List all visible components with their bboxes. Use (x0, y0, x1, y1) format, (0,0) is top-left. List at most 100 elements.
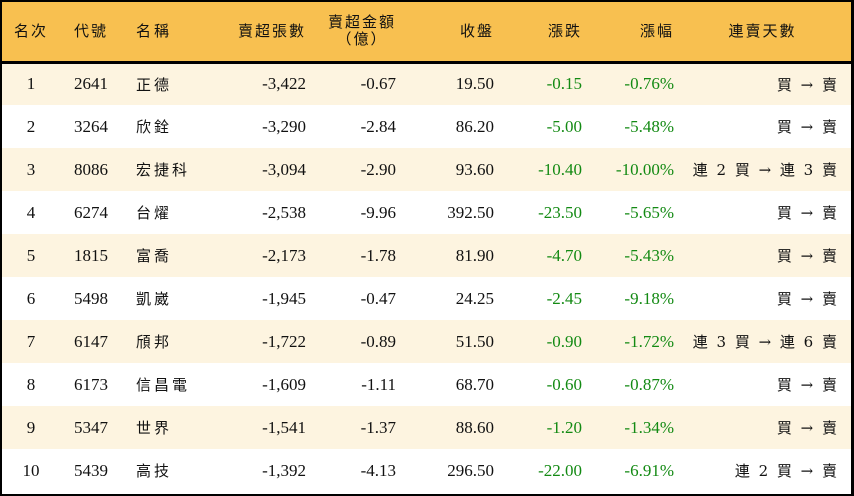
cell-change: -0.60 (546, 374, 582, 394)
table-row: 5 1815 富喬 -2,173 -1.78 81.90 -4.70 -5.43… (2, 234, 851, 277)
cell-code: 6274 (74, 202, 108, 222)
cell-name: 欣銓 (136, 118, 173, 136)
cell-close: 88.60 (455, 417, 494, 437)
cell-streak: 連 3 買 → 連 6 賣 (692, 333, 839, 351)
cell-code: 2641 (74, 74, 108, 94)
cell-streak: 買 → 賣 (776, 75, 839, 94)
cell-net-sell-volume: -2,173 (262, 245, 306, 265)
table-row: 4 6274 台燿 -2,538 -9.96 392.50 -23.50 -5.… (2, 191, 851, 234)
cell-change-pct: -1.34% (624, 417, 674, 437)
cell-change: -23.50 (538, 202, 582, 222)
header-code: 代號 (74, 21, 109, 40)
cell-code: 5498 (74, 288, 108, 308)
cell-net-sell-volume: -3,290 (262, 116, 306, 136)
header-close: 收盤 (459, 21, 494, 40)
cell-close: 81.90 (455, 245, 494, 265)
cell-code: 3264 (74, 116, 108, 136)
cell-change: -2.45 (546, 288, 582, 308)
cell-name: 高技 (136, 462, 173, 480)
header-rank: 名次 (13, 21, 48, 40)
table-body: 1 2641 正德 -3,422 -0.67 19.50 -0.15 -0.76… (2, 62, 851, 492)
cell-code: 6147 (74, 331, 108, 351)
cell-net-sell-volume: -2,538 (262, 202, 306, 222)
cell-close: 68.70 (455, 374, 494, 394)
cell-name: 凱崴 (136, 290, 173, 308)
cell-code: 5347 (74, 417, 108, 437)
cell-net-sell-volume: -3,422 (262, 74, 306, 94)
cell-streak: 買 → 賣 (776, 290, 839, 308)
cell-net-sell-amount: -1.11 (361, 374, 396, 394)
cell-name: 信昌電 (136, 376, 191, 394)
header-net-sell-amount: 賣超金額 （億） (306, 2, 396, 62)
cell-rank: 2 (26, 116, 36, 136)
cell-streak: 買 → 賣 (776, 247, 839, 265)
cell-name: 頎邦 (136, 333, 173, 351)
cell-change-pct: -5.48% (624, 116, 674, 136)
header-net-sell-amount-line2: （億） (336, 30, 388, 49)
cell-streak: 連 2 買 → 賣 (734, 462, 839, 480)
header-net-sell-volume: 賣超張數 (237, 21, 306, 40)
header-name: 名稱 (136, 21, 173, 40)
cell-change-pct: -5.65% (624, 202, 674, 222)
cell-change: -5.00 (546, 116, 582, 136)
cell-close: 392.50 (447, 202, 494, 222)
cell-net-sell-volume: -1,392 (262, 460, 306, 480)
header-net-sell-amount-line1: 賣超金額 (327, 13, 396, 32)
header-streak-days: 連賣天數 (728, 21, 797, 40)
cell-change-pct: -6.91% (624, 460, 674, 480)
cell-code: 8086 (74, 159, 108, 179)
cell-name: 世界 (136, 419, 173, 437)
table-row: 2 3264 欣銓 -3,290 -2.84 86.20 -5.00 -5.48… (2, 105, 851, 148)
cell-close: 24.25 (455, 288, 494, 308)
cell-net-sell-volume: -1,945 (262, 288, 306, 308)
cell-name: 富喬 (136, 247, 173, 265)
cell-rank: 1 (26, 74, 36, 94)
cell-change-pct: -0.87% (624, 374, 674, 394)
cell-change: -0.15 (546, 74, 582, 94)
header-change: 漲跌 (547, 21, 582, 40)
cell-net-sell-amount: -0.89 (360, 331, 396, 351)
cell-change: -4.70 (546, 245, 582, 265)
cell-change: -1.20 (546, 417, 582, 437)
cell-rank: 3 (26, 159, 36, 179)
cell-net-sell-volume: -1,541 (262, 417, 306, 437)
cell-streak: 買 → 賣 (776, 419, 839, 437)
cell-net-sell-volume: -3,094 (262, 159, 306, 179)
cell-net-sell-amount: -2.84 (360, 116, 396, 136)
cell-change-pct: -1.72% (624, 331, 674, 351)
cell-net-sell-amount: -0.67 (360, 74, 396, 94)
cell-close: 19.50 (455, 74, 494, 94)
cell-streak: 買 → 賣 (776, 118, 839, 136)
cell-change-pct: -5.43% (624, 245, 674, 265)
cell-rank: 8 (26, 374, 36, 394)
cell-net-sell-amount: -1.78 (360, 245, 396, 265)
cell-change-pct: -0.76% (624, 74, 674, 94)
cell-name: 台燿 (136, 204, 173, 222)
table-row: 10 5439 高技 -1,392 -4.13 296.50 -22.00 -6… (2, 449, 851, 492)
cell-streak: 買 → 賣 (776, 204, 839, 222)
cell-close: 296.50 (447, 460, 494, 480)
table-row: 6 5498 凱崴 -1,945 -0.47 24.25 -2.45 -9.18… (2, 277, 851, 320)
cell-streak: 買 → 賣 (776, 376, 839, 394)
cell-rank: 4 (26, 202, 36, 222)
cell-code: 1815 (74, 245, 108, 265)
table-row: 1 2641 正德 -3,422 -0.67 19.50 -0.15 -0.76… (2, 62, 851, 105)
cell-change-pct: -10.00% (615, 159, 674, 179)
header-change-pct: 漲幅 (639, 21, 674, 40)
cell-name: 宏捷科 (136, 161, 191, 179)
cell-rank: 5 (26, 245, 36, 265)
table-row: 3 8086 宏捷科 -3,094 -2.90 93.60 -10.40 -10… (2, 148, 851, 191)
header-net-sell-amount-label: 賣超金額 （億） (328, 14, 396, 48)
table-header-row: 名次 代號 名稱 賣超張數 賣超金額 （億） 收盤 漲跌 漲幅 連賣天數 (2, 2, 851, 62)
cell-streak: 連 2 買 → 連 3 賣 (692, 161, 839, 179)
cell-change-pct: -9.18% (624, 288, 674, 308)
cell-rank: 6 (26, 288, 36, 308)
cell-name: 正德 (136, 75, 173, 94)
cell-net-sell-amount: -0.47 (360, 288, 396, 308)
table-row: 7 6147 頎邦 -1,722 -0.89 51.50 -0.90 -1.72… (2, 320, 851, 363)
cell-net-sell-amount: -4.13 (360, 460, 396, 480)
cell-net-sell-amount: -9.96 (360, 202, 396, 222)
cell-net-sell-amount: -1.37 (360, 417, 396, 437)
